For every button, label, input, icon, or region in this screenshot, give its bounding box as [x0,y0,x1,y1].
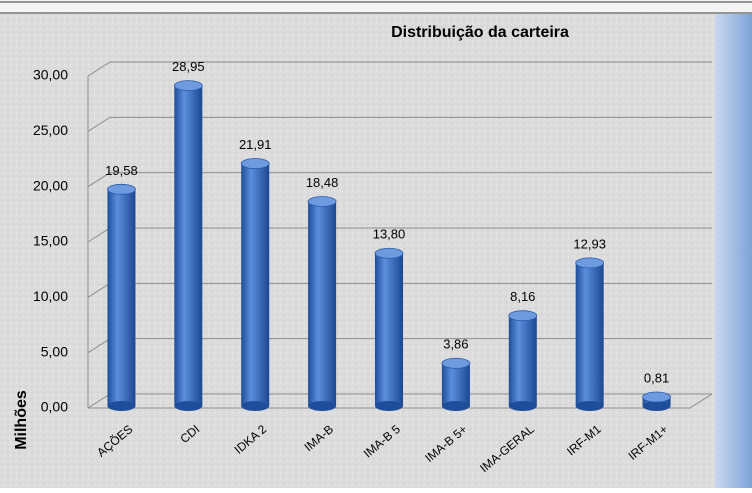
y-tick-label: 0,00 [41,399,68,415]
bar [107,189,136,406]
bar-bottom [107,401,136,411]
chart-title: Distribuição da carteira [391,24,569,41]
value-label: 13,80 [373,227,406,242]
bar-bottom [441,401,470,411]
value-label: 12,93 [573,236,606,251]
bar-bottom [241,401,270,411]
bar-top [441,357,471,369]
bar-top [173,80,203,92]
bar-top [575,257,605,269]
y-tick-label: 10,00 [33,288,68,304]
bar [241,163,270,406]
value-label: 28,95 [172,59,205,74]
value-label: 21,91 [239,137,272,152]
bar-top [107,183,136,195]
value-label: 18,48 [306,175,339,190]
bar-top [374,247,404,259]
value-label: 0,81 [644,370,669,385]
bar-bottom [642,401,671,411]
floor [88,393,713,409]
bar [441,363,470,406]
y-tick-label: 20,00 [33,177,68,193]
bar [375,253,403,406]
bar-bottom [575,401,604,411]
bar-top [240,158,270,169]
bar [575,262,604,406]
bar-top [508,310,538,322]
bar-bottom [308,401,337,411]
y-tick-label: 5,00 [41,343,68,359]
bar-top [642,391,671,403]
grid-line [87,61,712,77]
value-label: 3,86 [443,337,468,352]
y-tick-label: 15,00 [33,233,68,249]
value-label: 19,58 [105,163,138,178]
bar-bottom [375,401,403,411]
top-bar [0,0,752,14]
bar [174,85,203,407]
y-axis-label: Milhões [13,390,30,450]
bar [308,201,337,406]
grid-line [87,172,712,188]
side-panel [715,14,752,488]
y-tick-label: 25,00 [33,122,68,138]
y-tick-label: 30,00 [33,67,68,83]
grid-line [87,116,712,132]
value-label: 8,16 [510,289,535,304]
bar-top [307,196,337,207]
bar [508,315,537,406]
bar-bottom [508,401,537,411]
bar-bottom [174,401,203,411]
